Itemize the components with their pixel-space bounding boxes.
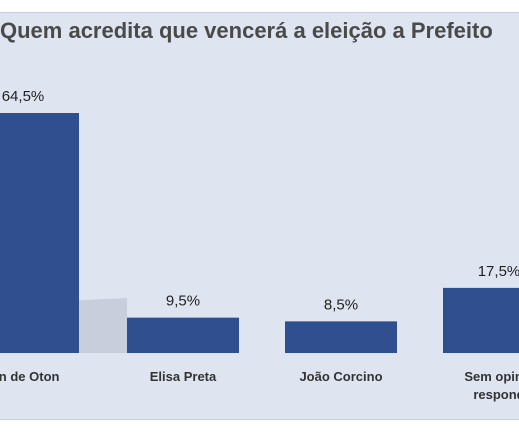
bar-1 bbox=[0, 113, 79, 353]
category-label-1: ton de Oton bbox=[0, 369, 60, 384]
data-label-4: 17,5% bbox=[478, 263, 519, 280]
bar-3 bbox=[285, 321, 397, 353]
data-label-3: 8,5% bbox=[324, 296, 358, 313]
category-label-4-line2: respond bbox=[473, 387, 519, 402]
data-label-1: 64,5% bbox=[2, 88, 45, 105]
category-label-4: Sem opiniã bbox=[464, 369, 519, 384]
bar-4 bbox=[443, 287, 519, 353]
bar-2 bbox=[127, 317, 239, 353]
category-label-2: Elisa Preta bbox=[150, 369, 217, 384]
bar-shadow bbox=[79, 298, 127, 353]
category-label-3: João Corcino bbox=[299, 369, 382, 384]
data-label-2: 9,5% bbox=[166, 293, 200, 310]
chart-title: Quem acredita que vencerá a eleição a Pr… bbox=[0, 18, 493, 43]
